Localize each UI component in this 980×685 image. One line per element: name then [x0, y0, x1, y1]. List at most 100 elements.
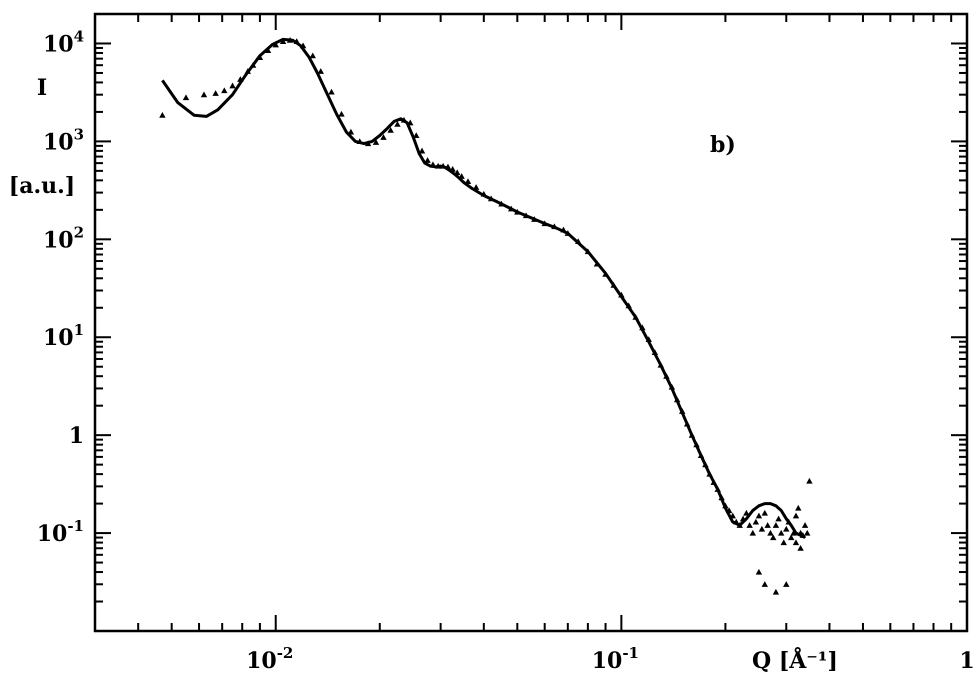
data-point	[783, 525, 790, 532]
data-point	[309, 52, 316, 59]
data-point	[387, 127, 394, 133]
data-point	[767, 529, 774, 536]
series-measured-points	[159, 37, 813, 595]
data-point	[449, 166, 456, 172]
data-point	[688, 431, 696, 438]
data-point	[159, 112, 166, 118]
y-tick-label: 1	[69, 423, 84, 449]
data-point	[801, 522, 809, 528]
data-point	[795, 504, 802, 511]
data-point	[541, 220, 548, 227]
model-curve-line	[161, 37, 806, 539]
data-point	[444, 163, 452, 170]
data-point	[328, 88, 335, 95]
data-point	[564, 230, 572, 236]
data-point	[279, 38, 287, 44]
data-point	[424, 157, 431, 163]
data-point	[480, 190, 488, 197]
data-point	[182, 94, 190, 101]
data-point	[286, 37, 294, 43]
data-point	[229, 82, 236, 89]
data-point	[338, 110, 345, 117]
data-point	[434, 162, 442, 169]
x-tick-label: 10-1	[592, 644, 639, 674]
annotation-label: b)	[710, 132, 736, 158]
data-point	[464, 178, 472, 185]
data-point	[498, 200, 505, 207]
data-point	[407, 119, 414, 126]
data-point	[710, 479, 717, 485]
data-point	[418, 147, 426, 154]
major-ticks	[95, 14, 968, 632]
data-point	[718, 494, 725, 501]
data-point	[221, 87, 228, 94]
data-point	[799, 532, 807, 538]
data-point	[743, 509, 750, 516]
data-point	[458, 173, 465, 179]
data-point	[618, 291, 625, 298]
y-axis-title-line-2: [a.u.]	[9, 173, 75, 199]
data-point	[714, 486, 721, 492]
data-point	[272, 41, 279, 48]
data-point	[372, 139, 380, 145]
data-point	[249, 62, 257, 68]
data-point	[651, 349, 659, 355]
data-point	[293, 38, 300, 44]
data-point	[317, 68, 324, 74]
data-point	[787, 534, 795, 541]
data-point	[783, 581, 790, 587]
data-point	[584, 248, 592, 255]
y-tick-labels: 104 103 102 101 1 10-1	[37, 27, 84, 547]
data-point	[593, 260, 601, 267]
y-tick-label: 10-1	[37, 517, 84, 547]
data-point	[244, 68, 251, 74]
minor-ticks	[94, 13, 967, 631]
data-point	[551, 223, 558, 230]
data-point	[657, 361, 664, 368]
data-point	[770, 534, 777, 541]
data-point	[792, 512, 800, 519]
data-point	[761, 581, 768, 587]
data-point	[400, 116, 408, 123]
data-point	[560, 226, 567, 233]
data-point	[625, 302, 632, 309]
data-point	[758, 525, 766, 532]
data-point	[739, 515, 747, 522]
data-point	[200, 91, 208, 98]
data-point	[706, 470, 713, 477]
data-point	[347, 128, 355, 135]
data-point	[602, 271, 609, 277]
data-point	[792, 539, 800, 546]
plot-frame	[93, 12, 969, 633]
data-point	[733, 518, 740, 525]
data-point	[772, 522, 780, 528]
data-point	[439, 162, 447, 169]
data-point	[632, 314, 639, 320]
data-point	[514, 208, 521, 215]
x-tick-label: 1	[959, 648, 974, 674]
data-point	[679, 408, 686, 414]
data-point	[454, 169, 461, 176]
data-point	[804, 529, 811, 536]
data-point	[780, 539, 787, 546]
data-point	[237, 76, 244, 82]
y-tick-label: 103	[43, 125, 84, 155]
data-point	[364, 140, 372, 147]
data-point	[668, 383, 676, 390]
series-model-curve	[161, 37, 806, 539]
data-point	[531, 216, 538, 222]
data-point	[806, 477, 813, 484]
data-point	[610, 281, 617, 288]
data-point	[749, 529, 756, 536]
data-point	[755, 568, 763, 575]
data-point	[697, 452, 705, 459]
data-point	[752, 518, 760, 525]
data-point	[729, 512, 736, 519]
data-point	[775, 515, 782, 522]
data-point	[639, 324, 646, 331]
y-tick-label: 101	[43, 321, 84, 351]
data-point	[507, 205, 515, 212]
data-point	[683, 420, 691, 427]
data-point	[746, 522, 753, 528]
